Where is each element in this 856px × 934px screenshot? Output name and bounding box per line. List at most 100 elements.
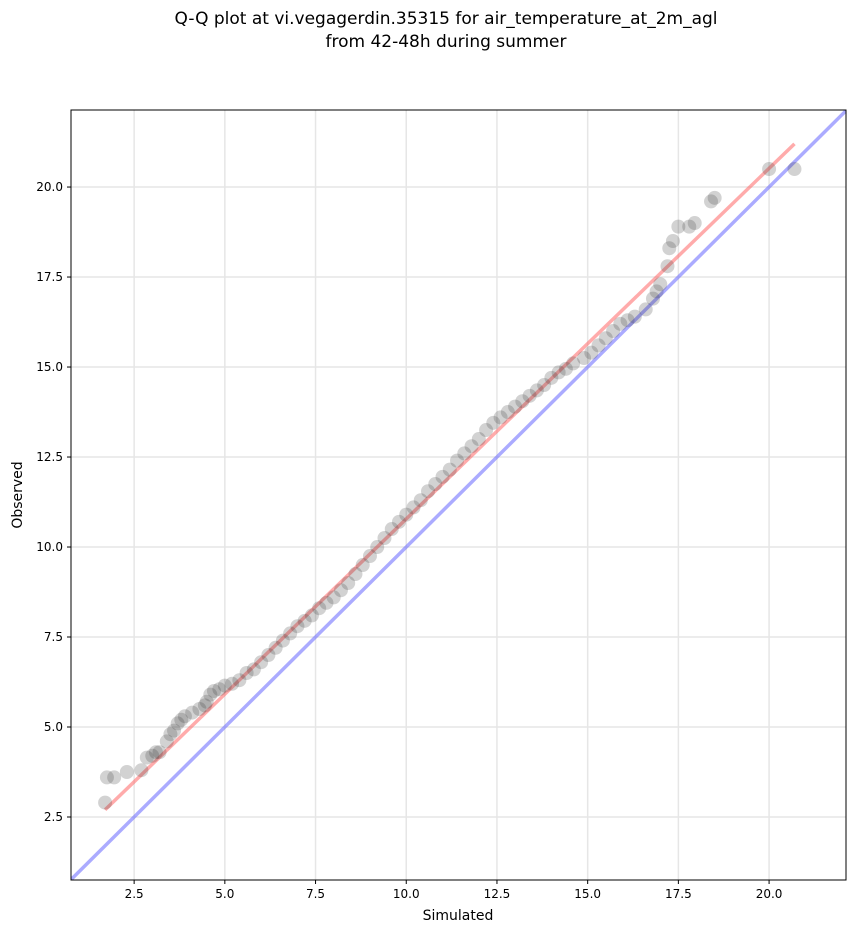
data-point — [384, 522, 399, 537]
data-point — [199, 694, 214, 709]
data-point — [212, 682, 227, 697]
data-point — [333, 583, 348, 598]
data-point — [99, 770, 114, 785]
data-point — [544, 370, 559, 385]
y-tick-label: 7.5 — [44, 630, 63, 644]
data-point — [591, 338, 606, 353]
x-tick-label: 10.0 — [393, 887, 420, 901]
data-point — [558, 361, 573, 376]
data-point — [479, 423, 494, 438]
data-point — [312, 601, 327, 616]
data-point — [163, 727, 178, 742]
data-point — [377, 531, 392, 546]
data-point — [584, 345, 599, 360]
data-point — [254, 655, 269, 670]
data-point — [203, 687, 218, 702]
data-point — [107, 770, 122, 785]
plot-area — [71, 110, 846, 880]
data-point — [566, 356, 581, 371]
data-point — [355, 558, 370, 573]
data-point — [787, 162, 802, 177]
data-point — [500, 405, 515, 420]
y-tick-label: 17.5 — [36, 270, 63, 284]
chart-title: Q-Q plot at vi.vegagerdin.35315 for air_… — [174, 9, 717, 29]
y-tick-label: 5.0 — [44, 720, 63, 734]
data-point — [283, 626, 298, 641]
data-point — [413, 493, 428, 508]
y-tick-label: 20.0 — [36, 180, 63, 194]
data-point — [486, 415, 501, 430]
data-point — [185, 705, 200, 720]
data-point — [435, 469, 450, 484]
data-point — [537, 378, 552, 393]
data-point — [98, 795, 113, 810]
data-point — [275, 633, 290, 648]
data-point — [620, 313, 635, 328]
x-tick-label: 12.5 — [484, 887, 511, 901]
data-point — [577, 351, 592, 366]
x-tick-label: 15.0 — [574, 887, 601, 901]
data-point — [665, 234, 680, 249]
data-point — [471, 432, 486, 447]
data-point — [406, 500, 421, 515]
data-point — [662, 241, 677, 256]
data-point — [522, 388, 537, 403]
data-point — [159, 734, 174, 749]
x-axis-label: Simulated — [423, 908, 494, 924]
data-point — [391, 514, 406, 529]
data-point — [598, 331, 613, 346]
data-point — [645, 291, 660, 306]
data-point — [551, 365, 566, 380]
reference-line — [71, 110, 846, 880]
data-point — [649, 284, 664, 299]
data-point — [450, 453, 465, 468]
data-point — [304, 608, 319, 623]
data-point — [268, 640, 283, 655]
data-point — [167, 723, 182, 738]
data-point — [707, 190, 722, 205]
data-point — [119, 765, 134, 780]
data-point — [139, 750, 154, 765]
data-point — [457, 446, 472, 461]
data-point — [529, 383, 544, 398]
data-point — [493, 410, 508, 425]
x-tick-label: 5.0 — [215, 887, 234, 901]
data-point — [261, 648, 276, 663]
data-point — [246, 662, 261, 677]
data-point — [613, 316, 628, 331]
data-point — [192, 702, 207, 717]
data-point — [217, 678, 232, 693]
data-point — [239, 666, 254, 681]
data-point — [508, 399, 523, 414]
data-point — [627, 309, 642, 324]
y-tick-label: 10.0 — [36, 540, 63, 554]
data-point — [370, 540, 385, 555]
data-point — [319, 595, 334, 610]
data-point — [399, 507, 414, 522]
data-point — [348, 567, 363, 582]
data-point — [421, 484, 436, 499]
y-tick-label: 15.0 — [36, 360, 63, 374]
data-point — [362, 549, 377, 564]
data-point — [206, 684, 221, 699]
data-point — [671, 219, 686, 234]
x-tick-label: 2.5 — [125, 887, 144, 901]
data-point — [341, 576, 356, 591]
chart-title: from 42-48h during summer — [326, 32, 567, 52]
y-axis-label: Observed — [10, 461, 26, 528]
data-point — [653, 277, 668, 292]
data-point — [225, 676, 240, 691]
data-point — [152, 745, 167, 760]
data-point — [704, 194, 719, 209]
data-point — [687, 216, 702, 231]
data-point — [134, 763, 149, 778]
y-tick-label: 2.5 — [44, 810, 63, 824]
data-point — [515, 394, 530, 409]
data-point — [197, 698, 212, 713]
x-tick-label: 7.5 — [306, 887, 325, 901]
data-point — [145, 748, 160, 763]
data-point — [464, 439, 479, 454]
reference-line — [103, 142, 796, 812]
data-point — [297, 613, 312, 628]
